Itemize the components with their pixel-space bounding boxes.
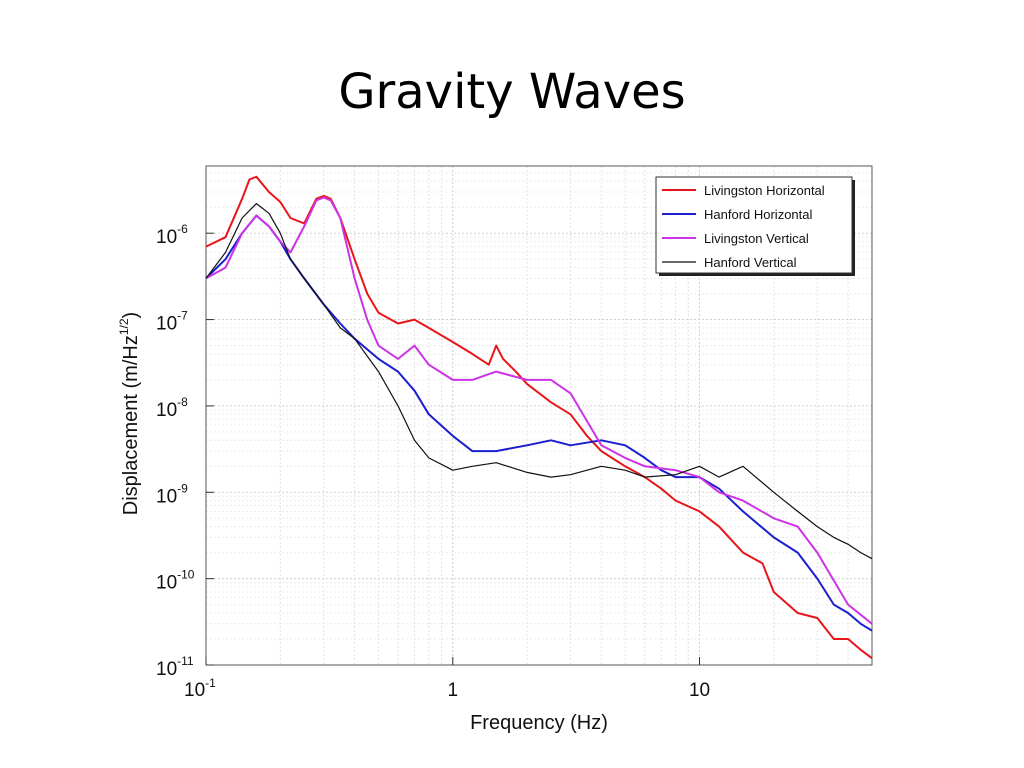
y-tick-label: 10-6	[156, 222, 188, 248]
series-line-livingston-horizontal	[205, 175, 873, 660]
chart-legend: Livingston Horizontal Hanford Horizontal L…	[655, 176, 855, 276]
series-line-livingston-vertical	[205, 196, 873, 625]
legend-entry: Hanford Horizontal	[704, 207, 812, 222]
series-line-hanford-vertical	[205, 203, 873, 560]
y-axis: 10-6 10-7 10-8 10-9 10-10 10-11	[156, 222, 214, 680]
legend-box	[655, 176, 853, 274]
y-tick-label: 10-7	[156, 309, 188, 335]
series-line-hanford-horizontal	[205, 214, 873, 632]
x-axis: 10-1 1 10	[184, 657, 710, 701]
y-tick-label: 10-10	[156, 568, 195, 594]
legend-entry: Livingston Vertical	[704, 231, 809, 246]
legend-entry: Hanford Vertical	[704, 255, 797, 270]
plot-area	[205, 175, 873, 660]
y-tick-label: 10-9	[156, 481, 188, 507]
x-tick-label: 10	[689, 680, 710, 701]
x-tick-label: 10-1	[184, 676, 216, 701]
y-tick-label: 10-11	[156, 654, 194, 680]
slide-title: Gravity Waves	[338, 64, 686, 120]
y-tick-label: 10-8	[156, 395, 188, 421]
y-axis-label: Displacement (m/Hz1/2)	[117, 312, 142, 515]
x-axis-label: Frequency (Hz)	[470, 712, 608, 734]
plot-frame	[205, 165, 873, 666]
chart-grid	[205, 165, 873, 666]
x-tick-label: 1	[447, 680, 458, 701]
legend-entry: Livingston Horizontal	[704, 183, 825, 198]
